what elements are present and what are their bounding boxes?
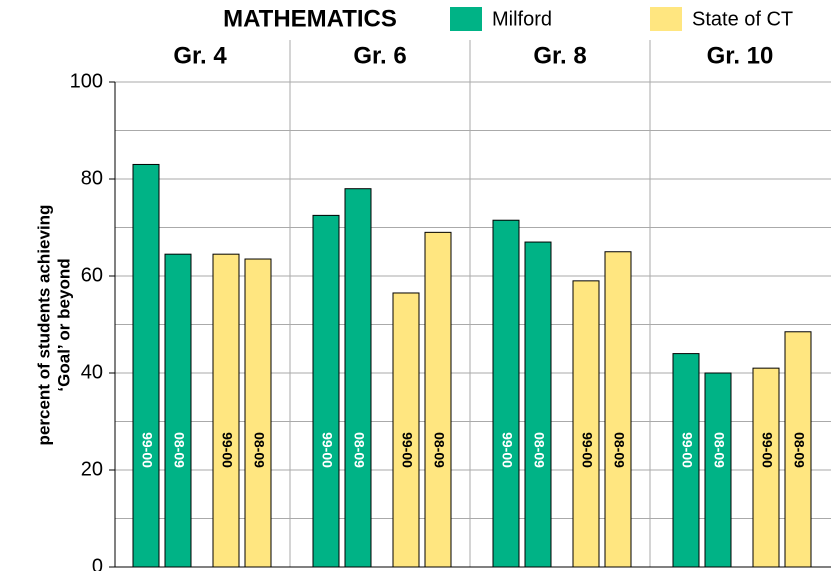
y-label-line: percent of students achieving xyxy=(34,205,53,446)
bar xyxy=(524,241,552,568)
chart-title: MATHEMATICS xyxy=(223,5,397,32)
bar xyxy=(704,372,732,568)
bar xyxy=(784,331,812,568)
bar xyxy=(604,251,632,568)
y-tick-label: 40 xyxy=(81,361,103,383)
bar-year-label: 99-00 xyxy=(579,432,595,468)
bar-year-label: 99-00 xyxy=(219,432,235,468)
bar-year-label: 99-00 xyxy=(679,432,695,468)
bar xyxy=(132,163,160,568)
bar xyxy=(392,292,420,568)
y-tick-label: 100 xyxy=(70,70,103,92)
bar-year-label: 08-09 xyxy=(431,432,447,468)
bar-year-label: 08-09 xyxy=(711,432,727,468)
bar xyxy=(672,353,700,568)
y-tick-label: 0 xyxy=(92,555,103,571)
group-label: Gr. 6 xyxy=(353,42,406,69)
legend-swatch xyxy=(450,7,482,31)
bar xyxy=(424,231,452,568)
bar-year-label: 99-00 xyxy=(319,432,335,468)
bar xyxy=(752,367,780,568)
bar-year-label: 08-09 xyxy=(611,432,627,468)
bar-year-label: 99-00 xyxy=(499,432,515,468)
bar xyxy=(572,280,600,568)
legend-label: State of CT xyxy=(692,8,793,30)
bar xyxy=(344,188,372,568)
bar xyxy=(164,253,192,568)
bar xyxy=(212,253,240,568)
bar-year-label: 08-09 xyxy=(791,432,807,468)
y-tick-label: 60 xyxy=(81,264,103,286)
y-tick-label: 80 xyxy=(81,167,103,189)
bar-year-label: 08-09 xyxy=(171,432,187,468)
bar xyxy=(244,258,272,568)
bar-year-label: 08-09 xyxy=(531,432,547,468)
group-label: Gr. 8 xyxy=(533,42,586,69)
y-tick-label: 20 xyxy=(81,458,103,480)
legend-swatch xyxy=(650,7,682,31)
y-label-line: ‘Goal’ or beyond xyxy=(54,258,73,391)
group-label: Gr. 10 xyxy=(707,42,774,69)
bar xyxy=(492,219,520,568)
bar xyxy=(312,214,340,568)
bar-year-label: 99-00 xyxy=(139,432,155,468)
bar-year-label: 08-09 xyxy=(251,432,267,468)
bar-year-label: 08-09 xyxy=(351,432,367,468)
y-axis-label: percent of students achieving ‘Goal’ or … xyxy=(34,205,73,446)
legend-label: Milford xyxy=(492,8,552,30)
bar-year-label: 99-00 xyxy=(399,432,415,468)
group-label: Gr. 4 xyxy=(173,42,227,69)
bar-year-label: 99-00 xyxy=(759,432,775,468)
